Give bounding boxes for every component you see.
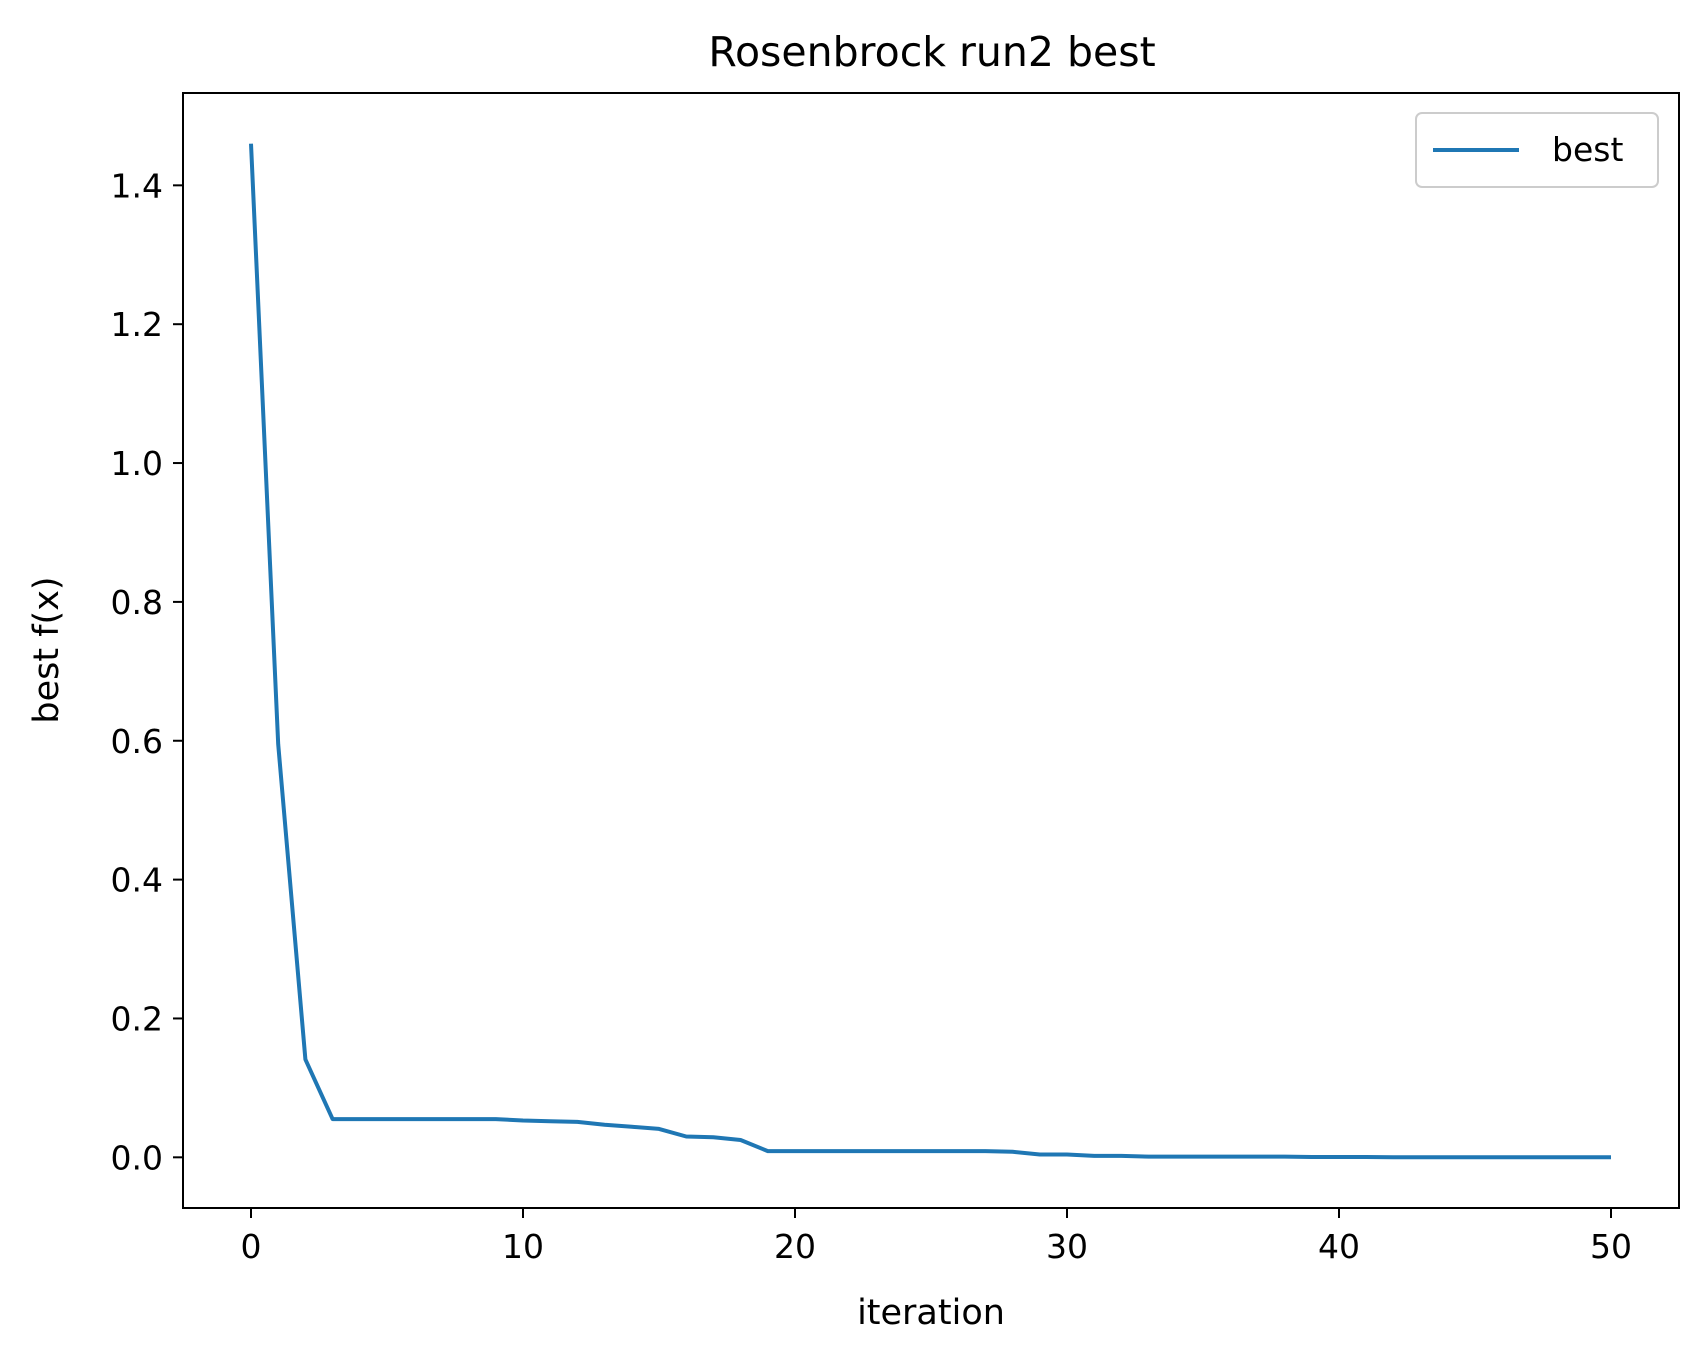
y-tick-label: 1.4 — [111, 166, 163, 205]
y-tick-label: 0.4 — [111, 861, 163, 900]
y-tick-label: 0.8 — [111, 583, 163, 622]
series-line-best — [249, 143, 1611, 1160]
y-tick-label: 0.0 — [111, 1138, 163, 1177]
y-axis: 0.0 0.2 0.4 0.6 0.8 1.0 1.2 1.4 — [111, 166, 183, 1177]
x-axis: 0 10 20 30 40 50 — [241, 1208, 1632, 1266]
x-tick-label: 10 — [502, 1227, 544, 1266]
legend-label-best: best — [1552, 130, 1623, 169]
plot-area — [182, 92, 1680, 1209]
legend-box — [1415, 112, 1659, 188]
x-tick-label: 30 — [1046, 1227, 1088, 1266]
x-tick-label: 0 — [241, 1227, 262, 1266]
x-tick-label: 50 — [1590, 1227, 1632, 1266]
y-tick-label: 1.2 — [111, 305, 163, 344]
x-tick-label: 20 — [774, 1227, 816, 1266]
legend: best — [1415, 112, 1659, 188]
x-axis-label: iteration — [857, 1293, 1005, 1333]
chart-title: Rosenbrock run2 best — [708, 28, 1155, 76]
y-axis-label: best f(x) — [27, 576, 67, 723]
y-tick-label: 0.2 — [111, 999, 163, 1038]
y-tick-label: 0.6 — [111, 722, 163, 761]
y-tick-label: 1.0 — [111, 444, 163, 483]
x-tick-label: 40 — [1318, 1227, 1360, 1266]
